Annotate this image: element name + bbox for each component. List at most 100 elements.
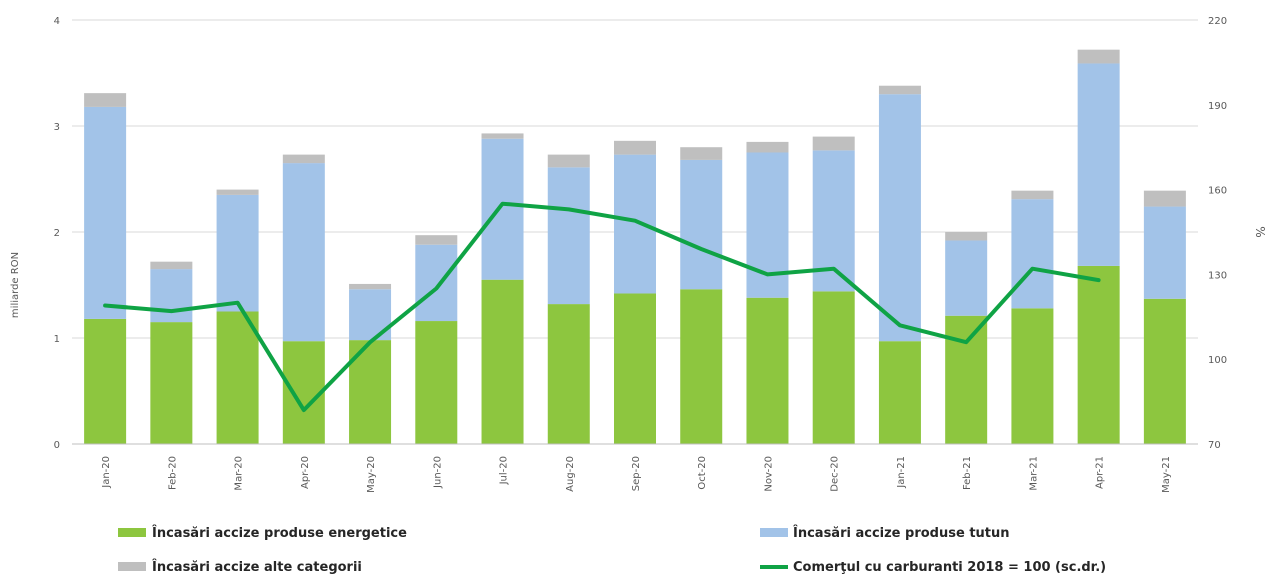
legend-label-energetice: Încasări accize produse energetice xyxy=(152,525,407,541)
y-tick-label: 4 xyxy=(54,16,60,27)
bar-tutun xyxy=(945,240,988,316)
bar-alte xyxy=(945,232,988,241)
line-point xyxy=(700,248,702,250)
x-tick-label: May-21 xyxy=(1161,456,1172,493)
legend-label-carburanti: Comerţul cu carburanti 2018 = 100 (sc.dr… xyxy=(793,560,1106,575)
bar-tutun xyxy=(680,159,723,290)
line-point xyxy=(502,203,504,205)
legend-item-tutun: Încasări accize produse tutun xyxy=(760,525,1010,541)
line-series xyxy=(103,201,1101,413)
y-tick-label: 0 xyxy=(54,440,60,451)
line-point xyxy=(568,208,570,210)
bar-energetice xyxy=(547,304,590,444)
x-tick-label: Jan-21 xyxy=(896,456,907,489)
x-tick-label: Aug-20 xyxy=(565,456,576,492)
legend-label-alte: Încasări accize alte categorii xyxy=(152,559,362,575)
y-axis-right-title: % xyxy=(1253,226,1266,237)
bar-alte xyxy=(812,136,855,151)
legend-item-carburanti: Comerţul cu carburanti 2018 = 100 (sc.dr… xyxy=(760,560,1106,575)
x-tick-label: May-20 xyxy=(366,456,377,493)
x-tick-label: Jun-20 xyxy=(432,456,443,489)
line-point xyxy=(965,341,967,343)
y-right-tick-label: 100 xyxy=(1208,355,1227,366)
line-point xyxy=(435,288,437,290)
bar-tutun xyxy=(282,163,325,342)
x-tick-label: Dec-20 xyxy=(830,456,841,492)
x-tick-label: Jan-20 xyxy=(101,456,112,489)
x-tick-label: Oct-20 xyxy=(697,456,708,490)
bar-energetice xyxy=(84,318,127,444)
y-right-tick-label: 130 xyxy=(1208,270,1227,281)
x-tick-label: Mar-21 xyxy=(1028,456,1039,491)
line-point xyxy=(766,273,768,275)
bar-tutun xyxy=(1143,206,1186,299)
line-point xyxy=(237,302,239,304)
line-point xyxy=(369,341,371,343)
y-tick-label: 2 xyxy=(54,228,60,239)
x-tick-label: Apr-20 xyxy=(300,456,311,489)
bar-energetice xyxy=(282,341,325,444)
x-tick-label: Sep-20 xyxy=(631,456,642,491)
y-axis-left-title: miliarde RON xyxy=(10,252,21,318)
bar-alte xyxy=(878,85,921,95)
bar-tutun xyxy=(878,94,921,342)
bar-alte xyxy=(1077,49,1120,64)
line-point xyxy=(899,324,901,326)
bar-energetice xyxy=(216,311,259,444)
x-tick-label: Feb-21 xyxy=(962,456,973,490)
bar-tutun xyxy=(84,106,127,319)
y-tick-label: 3 xyxy=(54,122,60,133)
bar-alte xyxy=(481,133,524,139)
line-point xyxy=(634,220,636,222)
x-tick-label: Apr-21 xyxy=(1095,456,1106,489)
bar-alte xyxy=(349,283,392,290)
y-right-tick-label: 190 xyxy=(1208,101,1227,112)
bar-alte xyxy=(84,93,127,107)
bar-energetice xyxy=(680,289,723,444)
line-point xyxy=(104,304,106,306)
legend-item-alte: Încasări accize alte categorii xyxy=(118,559,362,575)
x-tick-label: Nov-20 xyxy=(763,456,774,492)
bar-energetice xyxy=(1011,308,1054,444)
bar-tutun xyxy=(150,269,193,323)
bar-tutun xyxy=(1077,63,1120,266)
bar-alte xyxy=(1011,190,1054,200)
bar-tutun xyxy=(216,194,259,312)
line-point xyxy=(833,268,835,270)
bar-tutun xyxy=(1011,199,1054,309)
line-point xyxy=(170,310,172,312)
bar-tutun xyxy=(547,167,590,305)
bar-energetice xyxy=(614,293,656,444)
bar-alte xyxy=(282,154,325,164)
y-tick-label: 1 xyxy=(54,334,60,345)
x-tick-label: Jul-20 xyxy=(499,456,510,485)
line-carburanti xyxy=(103,201,1101,413)
bar-alte xyxy=(547,154,590,168)
bar-alte xyxy=(1143,190,1186,207)
bar-alte xyxy=(746,141,789,153)
bar-energetice xyxy=(878,341,921,444)
bars xyxy=(84,49,1186,444)
bar-energetice xyxy=(150,322,193,444)
y-right-tick-label: 70 xyxy=(1208,440,1221,451)
bar-alte xyxy=(614,140,656,155)
bar-alte xyxy=(150,261,193,270)
line-point xyxy=(1098,279,1100,281)
line-point xyxy=(303,409,305,411)
bar-energetice xyxy=(1077,265,1120,444)
y-right-tick-label: 220 xyxy=(1208,16,1227,27)
legend: Încasări accize produse energetice Încas… xyxy=(118,525,1106,575)
bar-energetice xyxy=(1143,298,1186,444)
legend-item-energetice: Încasări accize produse energetice xyxy=(118,525,407,541)
legend-swatch-tutun xyxy=(760,528,788,537)
x-tick-label: Mar-20 xyxy=(234,456,245,491)
bar-energetice xyxy=(481,279,524,444)
bar-energetice xyxy=(415,321,458,444)
bar-energetice xyxy=(945,315,988,444)
bar-tutun xyxy=(614,154,656,294)
x-tick-label: Feb-20 xyxy=(167,456,178,490)
legend-swatch-energetice xyxy=(118,528,146,537)
y-right-tick-label: 160 xyxy=(1208,186,1227,197)
bar-alte xyxy=(680,147,723,160)
